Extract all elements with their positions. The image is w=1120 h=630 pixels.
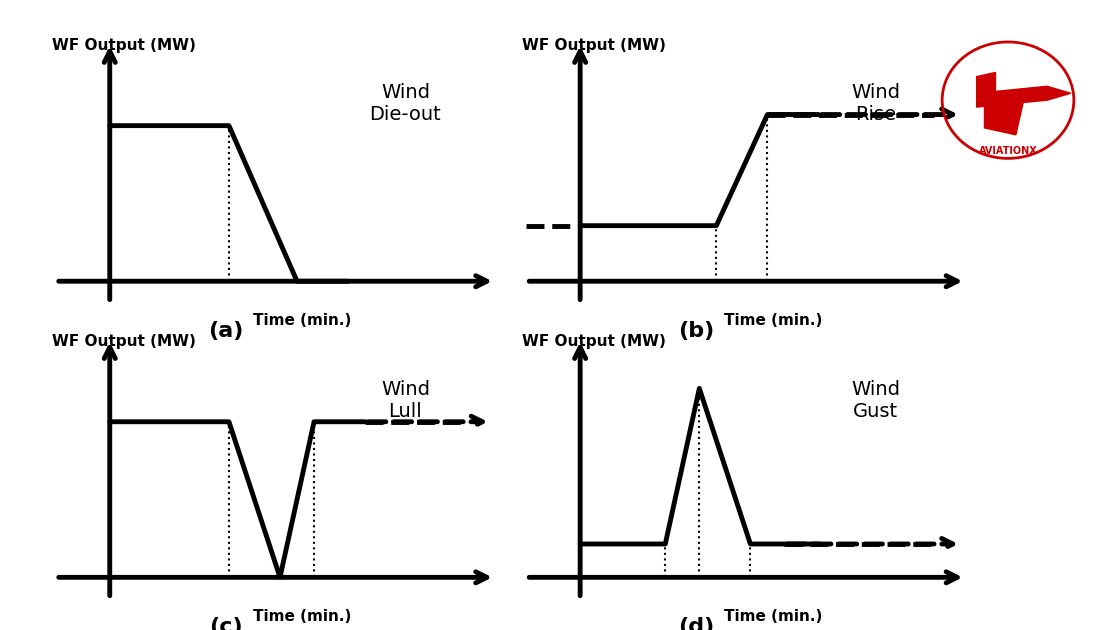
Text: WF Output (MW): WF Output (MW) — [52, 334, 195, 349]
Text: (b): (b) — [679, 321, 715, 341]
Text: Wind
Die-out: Wind Die-out — [370, 83, 441, 125]
Text: (a): (a) — [208, 321, 244, 341]
Polygon shape — [977, 72, 996, 93]
Text: WF Output (MW): WF Output (MW) — [522, 38, 665, 53]
Text: Time (min.): Time (min.) — [724, 313, 822, 328]
Text: WF Output (MW): WF Output (MW) — [52, 38, 195, 53]
Text: (d): (d) — [679, 617, 715, 630]
Text: (c): (c) — [209, 617, 243, 630]
Text: WF Output (MW): WF Output (MW) — [522, 334, 665, 349]
Text: Time (min.): Time (min.) — [724, 609, 822, 624]
Polygon shape — [984, 100, 1024, 135]
Text: Wind
Lull: Wind Lull — [381, 379, 430, 421]
Text: Wind
Rise: Wind Rise — [851, 83, 900, 125]
Text: AVIATIONX: AVIATIONX — [979, 146, 1037, 156]
Text: Time (min.): Time (min.) — [253, 313, 352, 328]
Polygon shape — [977, 86, 1071, 107]
Text: Time (min.): Time (min.) — [253, 609, 352, 624]
Text: Wind
Gust: Wind Gust — [851, 379, 900, 421]
